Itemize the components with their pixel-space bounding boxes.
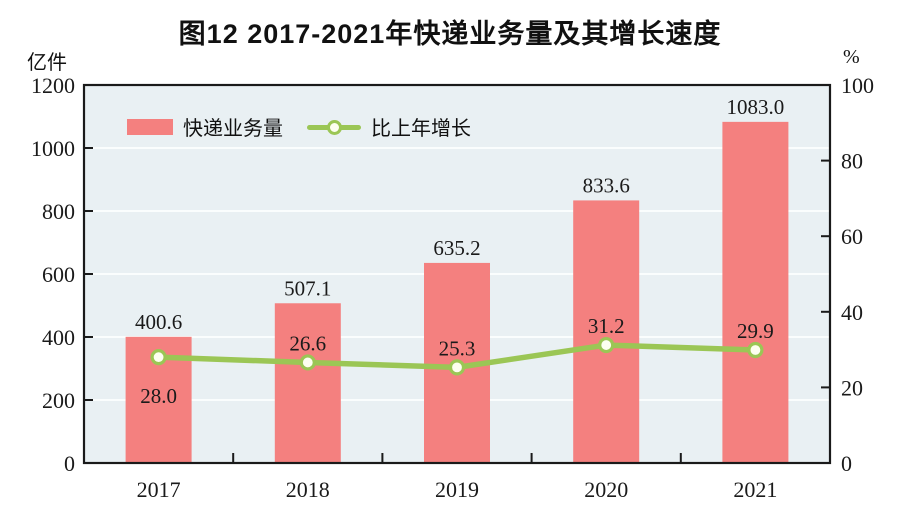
line-legend-label: 比上年增长	[371, 118, 471, 140]
right-axis-tick-label: 80	[841, 149, 863, 174]
line-legend-dot-icon	[327, 119, 342, 135]
right-axis-tick-label: 20	[841, 375, 863, 400]
x-axis-category-label: 2017	[137, 477, 181, 502]
left-axis-tick-label: 400	[42, 325, 75, 350]
line-point-marker-2020	[598, 336, 615, 354]
line-value-label: 26.6	[289, 331, 326, 355]
line-value-label: 29.9	[737, 319, 774, 343]
x-axis-category-label: 2019	[435, 477, 479, 502]
x-axis-category-label: 2020	[584, 477, 628, 502]
bar-2020	[573, 200, 640, 463]
line-value-label: 31.2	[588, 314, 625, 338]
right-axis-tick-label: 100	[841, 73, 874, 98]
left-axis-tick-label: 800	[42, 199, 75, 224]
bar-2021	[722, 121, 789, 463]
bar-legend-label: 快递业务量	[183, 118, 283, 140]
line-point-marker-2021	[747, 341, 764, 359]
line-point-marker-2019	[448, 359, 466, 376]
bar-value-label: 833.6	[583, 173, 630, 197]
left-axis-tick-label: 600	[42, 262, 75, 287]
chart-title: 图12 2017-2021年快递业务量及其增长速度	[178, 19, 722, 49]
left-axis-tick-label: 0	[64, 451, 75, 476]
left-axis-unit-label: 亿件	[27, 52, 67, 74]
right-axis-unit-label: %	[843, 46, 860, 68]
bar-value-label: 635.2	[433, 236, 480, 260]
left-axis-tick-label: 1200	[31, 73, 75, 98]
right-axis-tick-label: 60	[841, 224, 863, 249]
x-axis-category-label: 2021	[733, 477, 777, 502]
legend: 快递业务量 比上年增长	[127, 112, 471, 141]
bar-value-label: 1083.0	[727, 95, 785, 119]
line-point-marker-2017	[150, 349, 167, 366]
bar-value-label: 507.1	[284, 276, 331, 300]
x-axis-category-label: 2018	[286, 477, 330, 502]
line-value-label: 28.0	[140, 384, 177, 408]
left-axis-tick-label: 1000	[31, 136, 75, 161]
bar-value-label: 400.6	[135, 310, 182, 334]
left-axis-tick-label: 200	[42, 388, 75, 413]
line-value-label: 25.3	[439, 336, 476, 360]
bar-legend-swatch-icon	[127, 118, 173, 135]
line-point-marker-2018	[299, 354, 316, 371]
line-legend-marker-icon	[307, 119, 361, 135]
right-axis-tick-label: 40	[841, 300, 863, 325]
bar-2018	[274, 303, 341, 463]
right-axis-tick-label: 0	[841, 451, 852, 476]
